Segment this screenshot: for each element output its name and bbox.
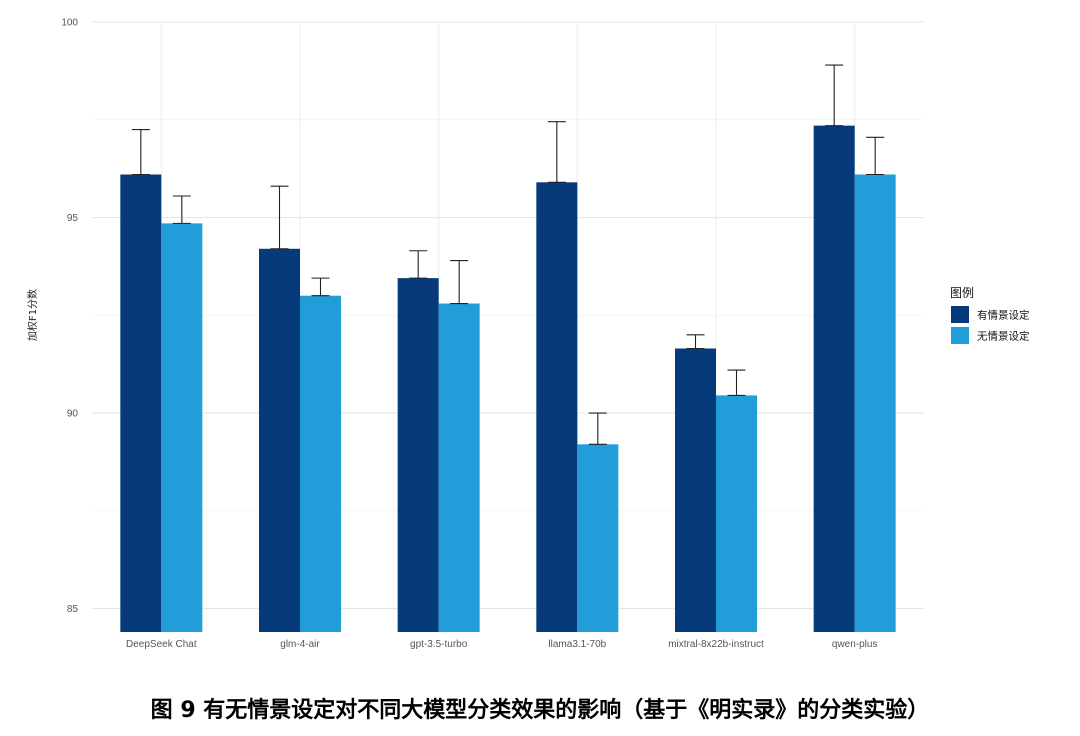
legend-swatch [951, 306, 969, 323]
y-tick-label: 85 [67, 604, 79, 615]
bar [259, 248, 300, 633]
y-tick-label: 90 [67, 409, 79, 420]
x-axis-ticks: DeepSeek Chat glm-4-air gpt-3.5-turbo llama… [126, 639, 877, 650]
bar [854, 174, 896, 632]
x-tick-label: llama3.1-70b [548, 639, 606, 650]
bar [536, 182, 578, 633]
legend-label: 无情景设定 [977, 330, 1030, 343]
bar [813, 125, 855, 632]
legend-label: 有情景设定 [977, 309, 1030, 322]
x-tick-label: mixtral-8x22b-instruct [668, 639, 764, 650]
bar [438, 303, 480, 632]
y-axis-ticks: 85 90 95 100 [61, 18, 78, 616]
x-tick-label: qwen-plus [832, 639, 878, 650]
bar-chart: 85 90 95 100 DeepSeek Chat glm-4-air gpt-3.5-… [26, 18, 1030, 651]
y-tick-label: 95 [67, 213, 79, 224]
bar [300, 295, 341, 632]
figure-caption: 图 9 有无情景设定对不同大模型分类效果的影响（基于《明实录》的分类实验） [150, 698, 930, 723]
grid-lines [92, 21, 924, 632]
bar [161, 223, 203, 632]
bar-marks [120, 125, 896, 633]
x-tick-label: DeepSeek Chat [126, 639, 197, 650]
y-tick-label: 100 [61, 18, 78, 29]
legend-swatch [951, 327, 969, 344]
error-bars [131, 64, 885, 445]
bar [716, 395, 757, 632]
x-tick-label: glm-4-air [280, 639, 320, 650]
y-axis-title: 加权F1分数 [26, 289, 39, 341]
x-tick-label: gpt-3.5-turbo [410, 639, 468, 650]
bar [577, 444, 619, 632]
bar [120, 174, 162, 632]
legend-title: 图例 [950, 286, 974, 300]
bar [397, 278, 439, 632]
bar [675, 348, 716, 632]
